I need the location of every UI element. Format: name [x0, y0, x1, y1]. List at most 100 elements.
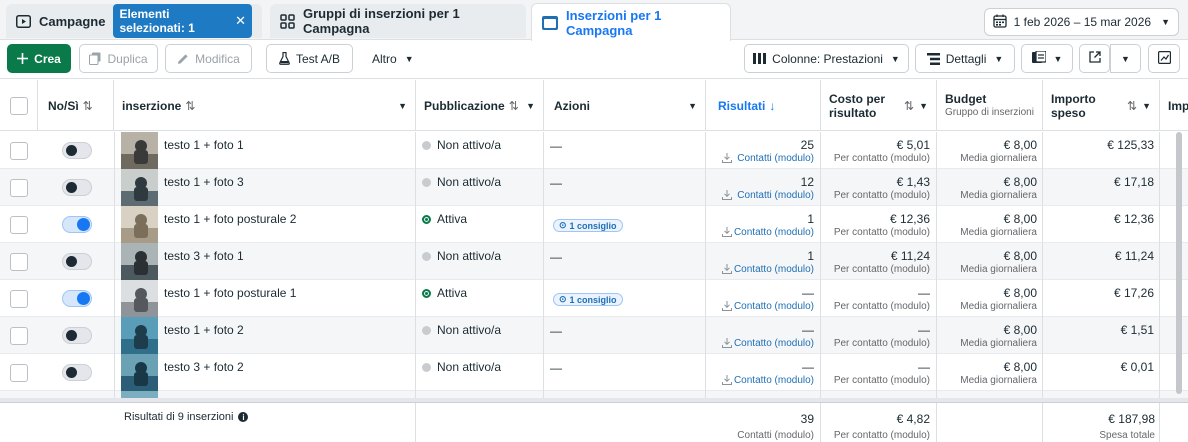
results-type[interactable]: Contatto (modulo) [733, 227, 814, 238]
selected-badge[interactable]: Elementi selezionati: 1 ✕ [113, 4, 252, 38]
ad-thumbnail[interactable] [121, 317, 158, 354]
budget-value[interactable]: € 8,00 [1003, 323, 1037, 337]
header-budget-sub: Gruppo di inserzioni [945, 106, 1034, 118]
columns-dropdown[interactable]: Colonne: Prestazioni ▼ [744, 44, 909, 73]
header-amount-spent[interactable]: Importo speso ⇅ ▼ [1043, 80, 1160, 131]
status-dot-icon [422, 140, 431, 150]
header-cost-per-result[interactable]: Costo per risultato ⇅ ▼ [821, 80, 937, 131]
edit-button[interactable]: Modifica [165, 44, 252, 73]
tab-ads[interactable]: Inserzioni per 1 Campagna [531, 3, 731, 41]
select-all-checkbox[interactable] [9, 96, 28, 115]
row-checkbox[interactable] [10, 364, 28, 382]
export-dropdown[interactable]: ▼ [1110, 44, 1141, 73]
budget-value[interactable]: € 8,00 [1003, 360, 1037, 374]
header-impressions[interactable]: Imp [1160, 80, 1188, 131]
row-checkbox[interactable] [10, 327, 28, 345]
row-checkbox[interactable] [10, 216, 28, 234]
more-dropdown[interactable]: Altro ▼ [364, 44, 422, 73]
row-checkbox[interactable] [10, 179, 28, 197]
ad-thumbnail[interactable] [121, 132, 158, 169]
row-toggle[interactable] [62, 327, 92, 344]
row-toggle[interactable] [62, 253, 92, 270]
chevron-down-icon: ▼ [994, 53, 1004, 64]
table-row[interactable]: testo 1 + foto 2 Non attivo/a — — Contat… [0, 317, 1188, 354]
duplicate-button[interactable]: Duplica [79, 44, 158, 73]
ad-name[interactable]: testo 3 + foto 2 [164, 360, 244, 374]
row-checkbox[interactable] [10, 253, 28, 271]
download-icon [722, 152, 732, 163]
recommendation-badge[interactable]: ⊙ 1 consiglio [553, 293, 623, 306]
ad-name[interactable]: testo 1 + foto 2 [164, 323, 244, 337]
budget-value[interactable]: € 8,00 [1003, 286, 1037, 300]
table-row[interactable]: testo 3 + foto 1 Non attivo/a — 1 Contat… [0, 243, 1188, 280]
row-toggle[interactable] [62, 216, 92, 233]
ad-thumbnail[interactable] [121, 206, 158, 243]
footer-cost: € 4,82 [896, 412, 930, 426]
toggle-knob [77, 292, 90, 305]
column-divider [1042, 403, 1043, 442]
ad-name[interactable]: testo 1 + foto 1 [164, 138, 244, 152]
ad-name[interactable]: testo 1 + foto posturale 2 [164, 212, 297, 226]
header-onoff[interactable]: No/Sì ⇅ [38, 80, 114, 131]
tab-campaigns[interactable]: Campagne Elementi selezionati: 1 ✕ [6, 4, 262, 38]
budget-value[interactable]: € 8,00 [1003, 249, 1037, 263]
results-type[interactable]: Contatti (modulo) [737, 153, 814, 164]
row-checkbox[interactable] [10, 142, 28, 160]
budget-value[interactable]: € 8,00 [1003, 175, 1037, 189]
table-row[interactable]: testo 1 + foto posturale 1 Attiva ⊙ 1 con… [0, 280, 1188, 317]
table-row[interactable]: testo 1 + foto 1 Non attivo/a — 25 Conta… [0, 132, 1188, 169]
duplicate-label: Duplica [107, 51, 148, 66]
header-results[interactable]: Risultati ↓ [706, 80, 821, 131]
ab-test-button[interactable]: Test A/B [266, 44, 353, 73]
row-toggle[interactable] [62, 364, 92, 381]
status-dot-icon [422, 325, 431, 335]
table-row[interactable]: testo 3 + foto 2 Non attivo/a — — Contat… [0, 354, 1188, 391]
details-dropdown[interactable]: Dettagli ▼ [915, 44, 1015, 73]
column-divider [936, 132, 937, 402]
columns-icon [753, 53, 767, 64]
footer-spent: € 187,98 [1108, 412, 1155, 426]
ad-thumbnail[interactable] [121, 354, 158, 391]
reports-dropdown[interactable]: ▼ [1021, 44, 1073, 73]
ad-name[interactable]: testo 1 + foto posturale 1 [164, 286, 297, 300]
date-range-picker[interactable]: 1 feb 2026 – 15 mar 2026 ▼ [983, 8, 1179, 36]
tab-adsets[interactable]: Gruppi di inserzioni per 1 Campagna [270, 4, 526, 38]
header-ad[interactable]: inserzione ⇅ ▼ [114, 80, 416, 131]
header-cost-label-1: Costo per [829, 91, 886, 106]
ad-thumbnail[interactable] [121, 243, 158, 280]
table-row[interactable]: testo 1 + foto posturale 2 Attiva ⊙ 1 con… [0, 206, 1188, 243]
header-budget[interactable]: Budget Gruppo di inserzioni [937, 80, 1043, 131]
row-toggle[interactable] [62, 142, 92, 159]
results-type[interactable]: Contatto (modulo) [733, 338, 814, 349]
results-type[interactable]: Contatto (modulo) [733, 375, 814, 386]
folder-icon [16, 13, 31, 29]
budget-value[interactable]: € 8,00 [1003, 212, 1037, 226]
status-dot-icon [422, 362, 431, 372]
row-checkbox[interactable] [10, 290, 28, 308]
charts-button[interactable] [1148, 44, 1180, 73]
ad-name[interactable]: testo 1 + foto 3 [164, 175, 244, 189]
table-header: No/Sì ⇅ inserzione ⇅ ▼ Pubblicazione ⇅ ▼… [0, 80, 1188, 131]
vertical-scrollbar[interactable] [1176, 132, 1182, 394]
ad-name[interactable]: testo 3 + foto 1 [164, 249, 244, 263]
plus-icon [17, 53, 29, 64]
results-type[interactable]: Contatto (modulo) [733, 264, 814, 275]
delivery-status-label: Attiva [437, 212, 468, 226]
export-button[interactable] [1079, 44, 1110, 73]
create-button[interactable]: Crea [7, 44, 71, 73]
ad-thumbnail[interactable] [121, 280, 158, 317]
header-delivery[interactable]: Pubblicazione ⇅ ▼ [416, 80, 544, 131]
results-type[interactable]: Contatto (modulo) [733, 301, 814, 312]
toggle-knob [66, 145, 77, 156]
close-icon[interactable]: ✕ [235, 13, 246, 28]
header-actions[interactable]: Azioni ▼ [544, 80, 706, 131]
horizontal-scrollbar[interactable] [0, 398, 1188, 402]
row-toggle[interactable] [62, 290, 92, 307]
ad-thumbnail[interactable] [121, 169, 158, 206]
table-row[interactable]: testo 1 + foto 3 Non attivo/a — 12 Conta… [0, 169, 1188, 206]
budget-value[interactable]: € 8,00 [1003, 138, 1037, 152]
row-toggle[interactable] [62, 179, 92, 196]
results-type[interactable]: Contatti (modulo) [737, 190, 814, 201]
info-icon[interactable]: i [238, 412, 249, 422]
recommendation-badge[interactable]: ⊙ 1 consiglio [553, 219, 623, 232]
